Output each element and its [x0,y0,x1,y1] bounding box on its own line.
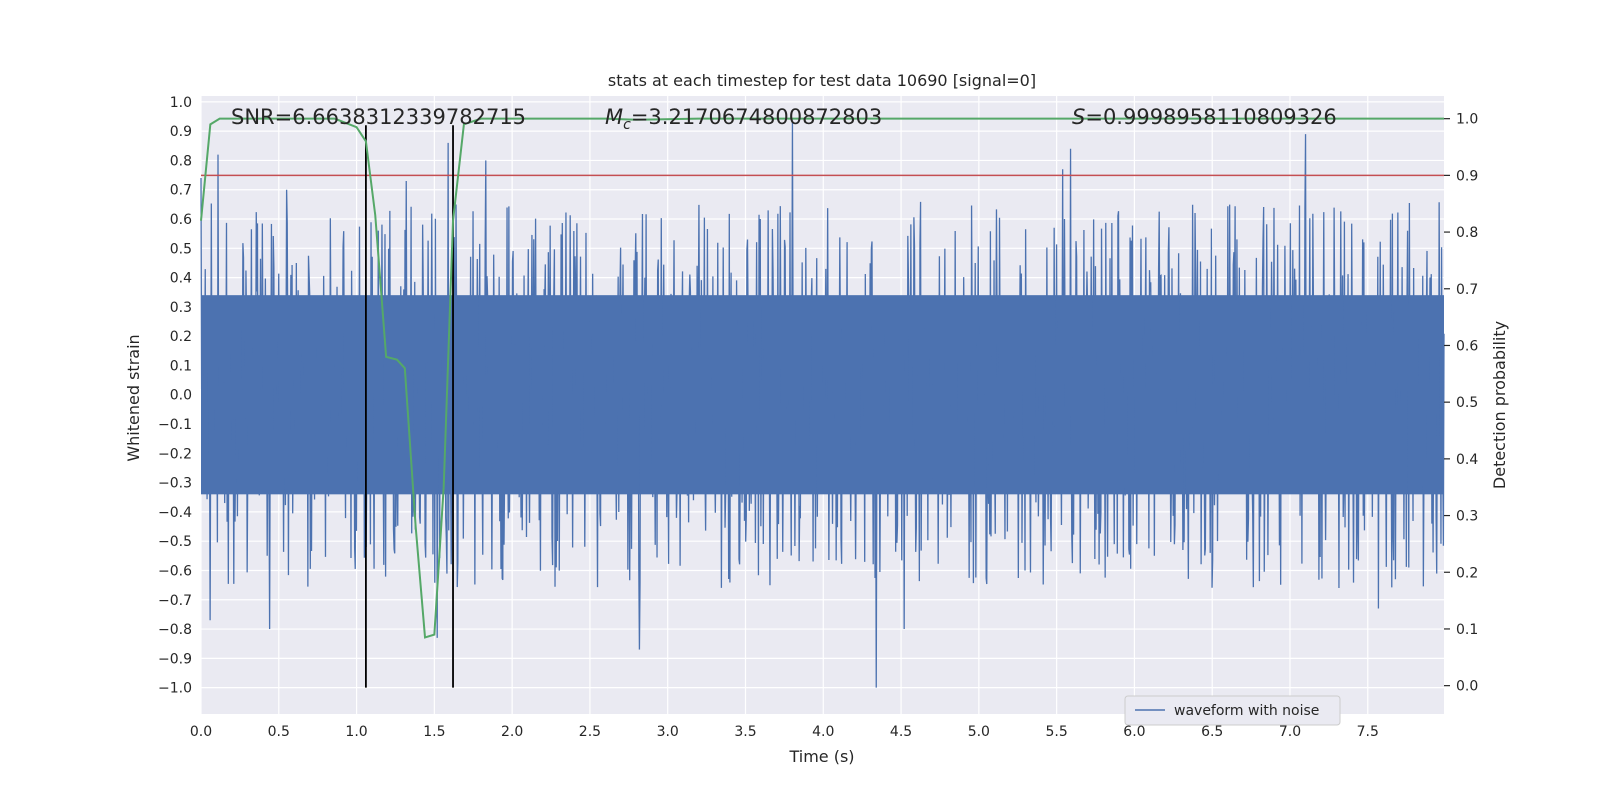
y-right-tick-label: 0.6 [1456,338,1478,354]
y-tick-label: −0.2 [158,446,192,462]
y-right-tick-label: 0.3 [1456,509,1478,525]
x-tick-label: 0.5 [268,724,290,740]
y-tick-label: −0.3 [158,476,192,492]
y-right-tick-label: 1.0 [1456,112,1478,128]
x-tick-label: 6.0 [1123,724,1145,740]
annotation-mc-symbol: M [605,105,623,129]
y-tick-label: 0.1 [170,358,192,374]
annotation-snr: SNR=6.663831233978271​5 [231,105,526,129]
x-tick-label: 7.5 [1357,724,1379,740]
y-right-tick-label: 0.1 [1456,622,1478,638]
annotation-s-symbol: S [1072,105,1085,129]
annotation-s-value: =0.9998958110809326 [1085,105,1336,129]
y-tick-label: 0.9 [170,124,192,140]
y-tick-label: −0.4 [158,505,192,521]
x-axis-label: Time (s) [788,747,854,766]
x-tick-label: 7.0 [1279,724,1301,740]
annotation-mc-value: =3.2170674800872803 [631,105,882,129]
y-right-tick-label: 0.7 [1456,282,1478,298]
y-right-tick-label: 0.4 [1456,452,1478,468]
y-tick-label: −0.8 [158,622,192,638]
legend-label: waveform with noise [1174,703,1319,719]
waveform-line [200,122,1445,688]
x-tick-label: 4.5 [890,724,912,740]
x-tick-label: 5.0 [968,724,990,740]
y-tick-label: 1.0 [170,95,192,111]
y-tick-label: 0.2 [170,329,192,345]
x-tick-label: 0.0 [190,724,212,740]
x-tick-label: 1.5 [423,724,445,740]
y-axis-label: Whitened strain [124,334,143,461]
y-tick-label: 0.8 [170,153,192,169]
x-tick-label: 2.0 [501,724,523,740]
y-tick-label: −0.5 [158,534,192,550]
axes: 0.0 0.5 1.0 1.5 2.0 2.5 3.0 3.5 4.0 4.5 5.0 5.5 6.0 6… [158,95,1478,740]
detection-probability-line [200,117,1444,639]
x-tick-label: 1.0 [345,724,367,740]
y-tick-label: −0.7 [158,593,192,609]
y-right-tick-label: 0.5 [1456,395,1478,411]
y-right-tick-label: 0.8 [1456,225,1478,241]
x-tick-label: 4.0 [812,724,834,740]
y-tick-label: −1.0 [158,681,192,697]
x-tick-label: 3.5 [734,724,756,740]
y-tick-label: −0.1 [158,417,192,433]
y-tick-label: 0.6 [170,212,192,228]
legend: waveform with noise [1124,695,1341,726]
y-right-tick-label: 0.9 [1456,168,1478,184]
legend-box [1124,695,1341,726]
y-tick-label: −0.6 [158,563,192,579]
x-tick-label: 2.5 [579,724,601,740]
annotation-mc-sub: c [623,117,631,133]
x-tick-label: 5.5 [1045,724,1067,740]
series-waveform-with-noise [200,122,1445,688]
annotation-snr-s: S=0.9998958110809326 [1072,105,1337,129]
y-tick-label: 0.0 [170,388,192,404]
x-tick-label: 3.0 [657,724,679,740]
y-tick-label: 0.7 [170,183,192,199]
y-tick-label: 0.4 [170,271,192,287]
y-tick-label: 0.5 [170,241,192,257]
y-tick-label: 0.3 [170,300,192,316]
y-right-tick-label: 0.0 [1456,679,1478,695]
chart-title: stats at each timestep for test data 106… [608,71,1036,90]
y-right-tick-label: 0.2 [1456,565,1478,581]
annotation-chirp-mass: Mc=3.2170674800872803 [605,105,882,133]
series-detection-probability [200,117,1444,639]
y-axis-right-label: Detection probability [1490,321,1509,489]
x-tick-label: 6.5 [1201,724,1223,740]
y-tick-label: −0.9 [158,651,192,667]
